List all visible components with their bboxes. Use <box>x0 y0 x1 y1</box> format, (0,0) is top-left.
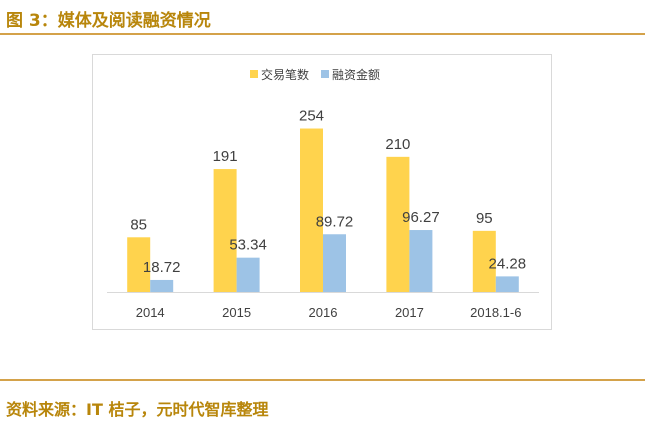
chart-frame: 交易笔数 融资金额 85 191 254 210 95 18.72 53.34 89.72 96.… <box>92 54 552 330</box>
bar-s1-2014 <box>150 279 174 292</box>
data-label-s1-2017: 96.27 <box>402 209 440 226</box>
x-tick-1: 2015 <box>222 305 251 320</box>
data-label-s1-2015: 53.34 <box>229 237 267 254</box>
bar-s0-2014 <box>127 237 151 292</box>
legend-label-1: 融资金额 <box>332 67 380 82</box>
bars: 85 191 254 210 95 18.72 53.34 89.72 96.27 24.28 <box>127 108 526 292</box>
data-label-s1-2018.1-6: 24.28 <box>489 255 527 272</box>
top-divider <box>0 33 645 35</box>
bar-s1-2016 <box>323 234 346 292</box>
x-tick-4: 2018.1-6 <box>470 305 521 320</box>
x-axis-ticks: 2014 2015 2016 2017 2018.1-6 <box>136 305 522 320</box>
bar-s1-2015 <box>236 257 260 292</box>
data-label-s1-2016: 89.72 <box>316 213 354 230</box>
x-tick-3: 2017 <box>395 305 424 320</box>
bottom-divider <box>0 379 645 381</box>
bar-chart: 交易笔数 融资金额 85 191 254 210 95 18.72 53.34 89.72 96.… <box>107 67 539 320</box>
data-label-s0-2018.1-6: 95 <box>476 210 493 227</box>
data-label-s0-2016: 254 <box>299 108 324 125</box>
bar-s0-2015 <box>213 169 237 292</box>
data-label-s0-2015: 191 <box>213 148 238 165</box>
source-note: 资料来源：IT 桔子，元时代智库整理 <box>6 400 269 419</box>
bar-s0-2016 <box>300 128 323 292</box>
data-label-s1-2014: 18.72 <box>143 259 181 276</box>
legend-swatch-1 <box>321 70 329 78</box>
legend-label-0: 交易笔数 <box>261 67 309 82</box>
x-tick-2: 2016 <box>309 305 338 320</box>
data-label-s0-2017: 210 <box>385 136 410 153</box>
x-tick-0: 2014 <box>136 305 165 320</box>
legend: 交易笔数 融资金额 <box>250 67 380 82</box>
bar-s1-2017 <box>409 230 433 292</box>
bar-s0-2018.1-6 <box>472 230 496 292</box>
data-label-s0-2014: 85 <box>130 216 147 233</box>
legend-swatch-0 <box>250 70 258 78</box>
figure-title: 图 3：媒体及阅读融资情况 <box>6 11 211 31</box>
bar-s1-2018.1-6 <box>495 276 519 292</box>
bar-s0-2017 <box>386 156 410 292</box>
